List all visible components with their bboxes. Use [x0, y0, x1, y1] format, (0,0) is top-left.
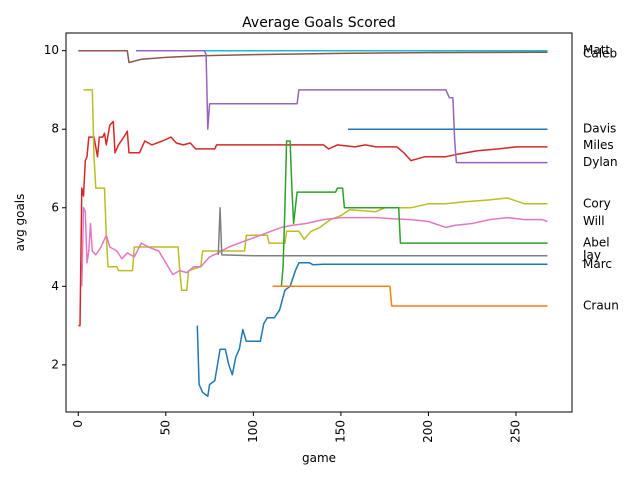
x-tick-label: 200 — [421, 420, 435, 443]
series-label-will: Will — [583, 214, 605, 228]
plot-frame — [65, 32, 573, 413]
y-axis-label: avg goals — [13, 194, 27, 252]
series-label-dylan: Dylan — [583, 155, 618, 169]
series-line-dylan — [136, 49, 548, 164]
series-line-jay — [217, 207, 548, 257]
series-label-marc: Marc — [583, 257, 612, 271]
y-tick-label: 4 — [51, 279, 59, 293]
series-line-marc — [196, 262, 548, 398]
series-line-abel — [280, 140, 548, 287]
series-label-miles: Miles — [583, 138, 614, 152]
x-axis-label: game — [302, 451, 336, 465]
series-line-will — [81, 207, 548, 287]
series-label-cory: Cory — [583, 196, 611, 210]
series-label-caleb: Caleb — [583, 46, 617, 60]
x-tick-label: 50 — [158, 420, 172, 435]
x-tick-label: 0 — [71, 420, 85, 428]
ticks-layer: 0 50 100 150 200 250 2 4 6 8 10 — [44, 43, 523, 443]
x-tick-label: 150 — [333, 420, 347, 443]
series-line-caleb — [78, 49, 548, 64]
series-line-craun — [272, 285, 548, 307]
y-tick-label: 10 — [44, 43, 59, 57]
series-label-abel: Abel — [583, 236, 610, 250]
series-line-miles — [78, 120, 548, 327]
x-tick-label: 250 — [508, 420, 522, 443]
x-tick-label: 100 — [246, 420, 260, 443]
series-label-craun: Craun — [583, 298, 619, 312]
series-label-jay: Jay — [582, 248, 601, 262]
series-label-davis: Davis — [583, 122, 616, 136]
series-label-matt: Matt — [583, 43, 610, 57]
chart-title: Average Goals Scored — [242, 15, 396, 31]
y-tick-label: 8 — [51, 122, 59, 136]
y-tick-label: 2 — [51, 357, 59, 371]
series-line-cory — [83, 89, 548, 291]
y-tick-label: 6 — [51, 200, 59, 214]
series-layer — [78, 49, 548, 398]
